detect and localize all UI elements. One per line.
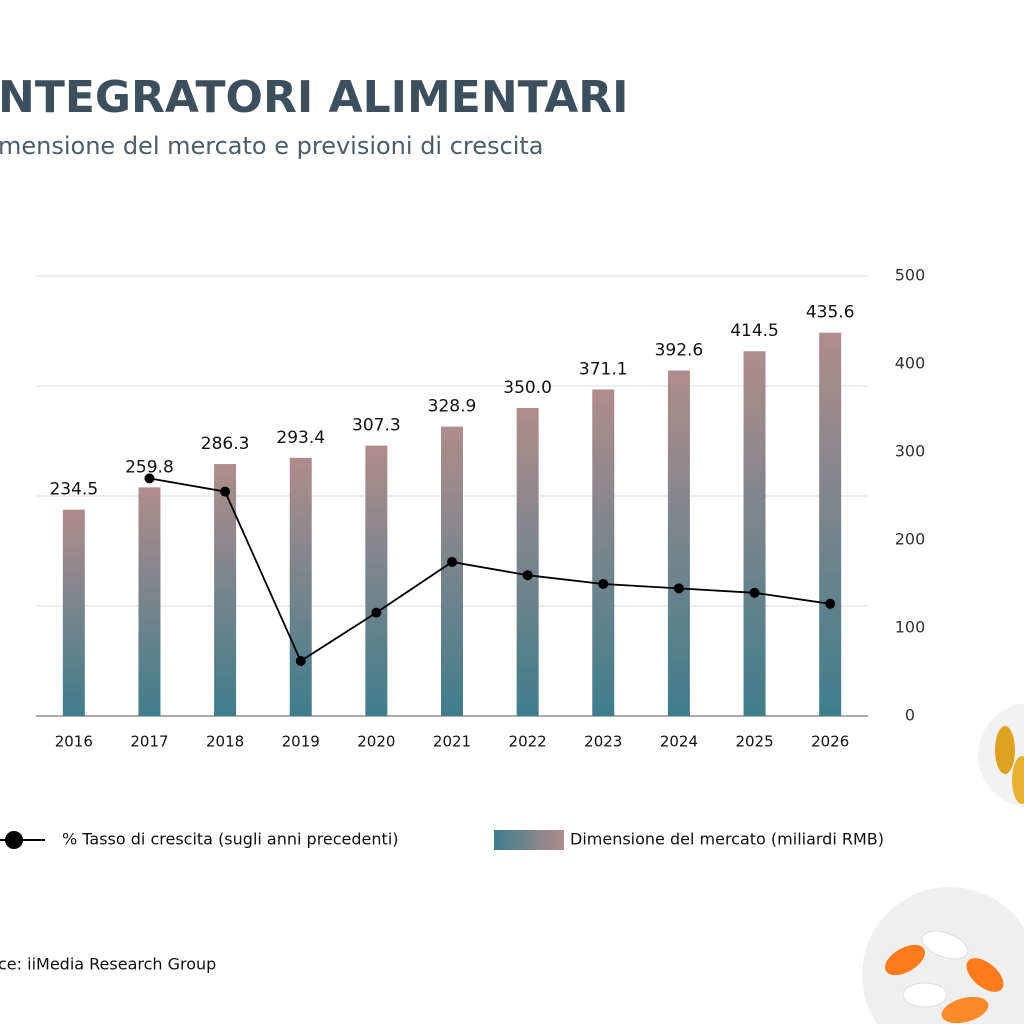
- bar: [441, 426, 463, 716]
- value-label: 435.6: [806, 303, 855, 323]
- legend-label: % Tasso di crescita (sugli anni preceden…: [62, 830, 399, 849]
- y-tick-label: 500: [895, 266, 926, 285]
- x-tick-label: 2022: [509, 733, 547, 751]
- x-tick-label: 2017: [130, 733, 168, 751]
- value-label: 259.8: [125, 457, 174, 477]
- line: [149, 477, 831, 663]
- x-tick-label: 2016: [55, 733, 93, 751]
- line-point: [749, 587, 760, 598]
- x-tick-label: 2021: [433, 733, 471, 751]
- value-label: 392.6: [655, 341, 704, 361]
- value-label: 234.5: [49, 480, 98, 500]
- bar: [592, 389, 615, 716]
- bar: [819, 332, 842, 716]
- x-tick-label: 2023: [584, 733, 622, 751]
- legend-marker: [5, 831, 23, 849]
- x-tick-label: 2019: [282, 733, 320, 751]
- x-tick-label: 2024: [660, 733, 698, 751]
- value-label: 371.1: [579, 359, 628, 379]
- legend-swatch: [494, 830, 564, 850]
- value-label: 414.5: [730, 321, 779, 341]
- y-tick-label: 100: [895, 618, 926, 637]
- y-tick-label: 300: [895, 442, 926, 461]
- x-tick-label: 2020: [357, 733, 395, 751]
- value-label: 328.9: [428, 397, 477, 417]
- bar: [214, 464, 237, 716]
- legend-label: Dimensione del mercato (miliardi RMB): [570, 830, 884, 849]
- value-label: 307.3: [352, 416, 401, 436]
- line-point: [447, 557, 457, 567]
- value-label: 350.0: [503, 378, 552, 398]
- value-label: 286.3: [201, 434, 250, 454]
- y-tick-label: 200: [895, 530, 926, 549]
- y-tick-label: 0: [905, 706, 915, 725]
- value-label: 293.4: [276, 428, 325, 448]
- chart-title: NTEGRATORI ALIMENTARI: [0, 72, 629, 123]
- x-tick-label: 2018: [206, 733, 244, 751]
- x-tick-label: 2025: [735, 733, 773, 751]
- line-point: [220, 486, 231, 497]
- bar: [289, 457, 312, 716]
- line-point: [825, 598, 836, 609]
- bar: [62, 509, 85, 716]
- bar: [365, 445, 388, 716]
- source: ce: iiMedia Research Group: [0, 955, 216, 974]
- y-tick-label: 400: [895, 354, 926, 373]
- bar: [667, 370, 690, 716]
- line-point: [673, 583, 684, 594]
- bar: [138, 487, 161, 716]
- bar: [516, 408, 539, 716]
- chart-subtitle: mensione del mercato e previsioni di cre…: [0, 132, 544, 160]
- bar: [743, 351, 766, 716]
- line-point: [144, 473, 155, 484]
- line-point: [598, 579, 609, 589]
- decoration: [862, 703, 1024, 1024]
- line-point: [371, 607, 382, 618]
- line-point: [295, 656, 306, 666]
- x-tick-label: 2026: [811, 733, 849, 751]
- line-point: [522, 570, 533, 581]
